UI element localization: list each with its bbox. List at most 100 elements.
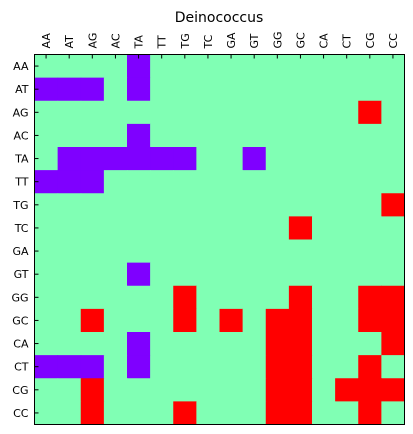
heatmap-cell <box>127 355 151 379</box>
heatmap-cell <box>288 285 313 310</box>
heatmap-cell <box>381 170 405 194</box>
y-tick-label: TC <box>14 222 29 235</box>
x-tick-label: TC <box>202 34 215 49</box>
heatmap-cell <box>335 332 359 356</box>
heatmap-cell <box>150 332 174 356</box>
heatmap-cell <box>219 170 244 194</box>
heatmap-cell <box>381 77 405 102</box>
heatmap-cell <box>242 170 267 194</box>
heatmap-cell <box>312 193 336 217</box>
heatmap-cell <box>57 147 82 171</box>
heatmap-cell <box>242 216 267 240</box>
y-tick-label: GA <box>12 245 29 258</box>
heatmap-cell <box>335 262 359 287</box>
heatmap-cell <box>288 262 313 287</box>
heatmap-cell <box>335 147 359 171</box>
heatmap-cell <box>358 262 382 287</box>
heatmap-cell <box>127 332 151 356</box>
heatmap-cell <box>265 378 290 402</box>
y-tick-label: CC <box>13 407 29 420</box>
heatmap-cell <box>219 147 244 171</box>
heatmap-cell <box>381 401 405 425</box>
heatmap-cell <box>196 355 220 379</box>
heatmap-cell <box>127 262 151 287</box>
heatmap-cell <box>34 54 59 79</box>
heatmap-cell <box>57 193 82 217</box>
heatmap-cell <box>34 170 59 194</box>
heatmap-cell <box>358 332 382 356</box>
heatmap-cell <box>196 378 220 402</box>
heatmap-cell <box>242 285 267 310</box>
heatmap-cell <box>358 170 382 194</box>
y-tick-label: CA <box>13 338 29 351</box>
heatmap-cell <box>57 239 82 264</box>
heatmap-cell <box>103 239 128 264</box>
heatmap-cell <box>312 54 336 79</box>
heatmap-cell <box>127 147 151 171</box>
heatmap-cell <box>288 54 313 79</box>
heatmap-cell <box>173 100 197 125</box>
heatmap-cell <box>242 355 267 379</box>
heatmap-cell <box>312 355 336 379</box>
heatmap-cell <box>288 401 313 425</box>
heatmap-cell <box>265 147 290 171</box>
heatmap-cell <box>173 147 197 171</box>
heatmap-cell <box>196 216 220 240</box>
heatmap-cell <box>150 193 174 217</box>
heatmap-cell <box>57 378 82 402</box>
heatmap-cell <box>219 100 244 125</box>
heatmap-cell <box>80 262 105 287</box>
heatmap-cell <box>103 216 128 240</box>
heatmap-cell <box>312 100 336 125</box>
heatmap-cell <box>150 285 174 310</box>
heatmap-cell <box>265 123 290 148</box>
heatmap-cell <box>312 308 336 333</box>
heatmap-cell <box>173 262 197 287</box>
heatmap-cell <box>381 54 405 79</box>
heatmap-cell <box>242 77 267 102</box>
heatmap-cell <box>34 401 59 425</box>
heatmap-cell <box>219 239 244 264</box>
heatmap-cell <box>80 285 105 310</box>
heatmap-cell <box>57 77 82 102</box>
heatmap-cell <box>150 262 174 287</box>
heatmap-cell <box>103 193 128 217</box>
heatmap-cell <box>127 308 151 333</box>
heatmap-cell <box>335 355 359 379</box>
heatmap-cell <box>103 54 128 79</box>
heatmap-cell <box>196 332 220 356</box>
heatmap-cell <box>150 308 174 333</box>
heatmap-cell <box>288 332 313 356</box>
heatmap-cell <box>150 401 174 425</box>
heatmap-cell <box>381 285 405 310</box>
heatmap-cell <box>288 100 313 125</box>
heatmap-cell <box>34 77 59 102</box>
heatmap-cell <box>219 332 244 356</box>
heatmap-cell <box>288 378 313 402</box>
heatmap-cell <box>312 332 336 356</box>
heatmap-cell <box>381 193 405 217</box>
y-tick-label: TG <box>12 199 28 212</box>
x-axis-ticks: AA AT AG AC TA TT TG TC GA GT GG GC CA CT CG CC <box>40 31 400 59</box>
heatmap-cell <box>57 262 82 287</box>
heatmap-cell <box>265 285 290 310</box>
heatmap-cell <box>150 170 174 194</box>
heatmap-cell <box>196 100 220 125</box>
heatmap-cell <box>196 262 220 287</box>
heatmap-cell <box>150 216 174 240</box>
x-tick-label: CG <box>364 32 377 48</box>
heatmap-cells <box>34 54 405 425</box>
heatmap-cell <box>150 100 174 125</box>
heatmap-cell <box>57 54 82 79</box>
heatmap-cell <box>57 332 82 356</box>
heatmap-cell <box>103 308 128 333</box>
y-tick-label: AG <box>13 106 29 119</box>
heatmap-cell <box>103 285 128 310</box>
x-tick-label: GT <box>248 33 261 48</box>
heatmap-cell <box>381 378 405 402</box>
heatmap-cell <box>173 355 197 379</box>
heatmap-cell <box>103 77 128 102</box>
heatmap-cell <box>127 54 151 79</box>
heatmap-cell <box>80 378 105 402</box>
heatmap-cell <box>80 170 105 194</box>
